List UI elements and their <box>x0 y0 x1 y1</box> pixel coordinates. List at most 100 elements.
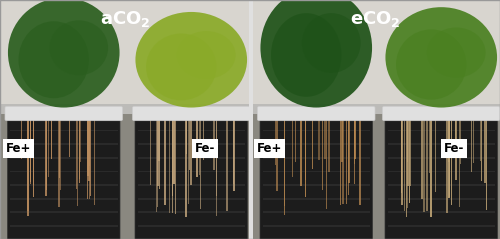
Ellipse shape <box>50 20 108 75</box>
Bar <box>10 157 118 159</box>
Bar <box>435 117 436 192</box>
Bar <box>328 117 330 172</box>
Bar <box>262 157 370 159</box>
Bar <box>262 130 370 131</box>
Bar <box>138 170 245 172</box>
Bar <box>388 130 495 131</box>
Bar <box>448 117 450 198</box>
Bar <box>354 117 355 164</box>
Bar <box>430 117 432 217</box>
Bar <box>88 117 90 181</box>
Bar <box>344 117 346 160</box>
Bar <box>484 117 486 183</box>
Bar <box>456 117 457 180</box>
Bar <box>360 117 361 205</box>
Bar <box>226 117 228 211</box>
Bar <box>305 117 306 180</box>
Bar <box>324 117 326 159</box>
Bar <box>446 117 448 213</box>
Bar <box>214 117 216 170</box>
Bar <box>45 117 46 196</box>
Bar <box>262 143 370 145</box>
Bar <box>138 198 245 200</box>
Bar <box>10 198 118 200</box>
Bar <box>249 0 253 239</box>
Bar <box>138 225 245 227</box>
Bar <box>200 117 201 209</box>
Bar <box>76 117 77 189</box>
Bar <box>426 117 428 211</box>
Bar <box>138 130 245 131</box>
Bar <box>138 212 245 213</box>
Bar <box>424 117 425 212</box>
Ellipse shape <box>427 27 486 78</box>
Bar <box>342 117 344 204</box>
Bar <box>473 117 474 163</box>
Bar <box>388 157 495 159</box>
Bar <box>318 117 320 159</box>
Bar <box>80 117 81 162</box>
Bar <box>186 117 188 154</box>
Bar <box>0 108 500 239</box>
Bar <box>10 130 118 131</box>
Bar <box>198 117 200 175</box>
Bar <box>459 117 460 207</box>
Bar <box>189 117 190 170</box>
Bar <box>262 170 370 172</box>
Bar <box>30 117 32 184</box>
Ellipse shape <box>271 13 342 97</box>
Bar <box>196 117 198 177</box>
Bar <box>199 117 200 195</box>
Bar <box>407 117 408 208</box>
Bar <box>89 117 90 199</box>
Bar <box>401 117 402 193</box>
Bar <box>388 143 495 145</box>
Bar <box>388 184 495 186</box>
Bar <box>348 117 350 183</box>
Bar <box>406 117 407 217</box>
Bar <box>78 117 80 179</box>
Bar <box>295 117 296 162</box>
Ellipse shape <box>136 12 247 108</box>
Bar <box>100 117 102 198</box>
Bar <box>262 225 370 227</box>
Bar <box>448 117 450 162</box>
Bar <box>408 117 409 185</box>
Bar <box>470 117 472 172</box>
Bar <box>58 117 59 207</box>
FancyBboxPatch shape <box>132 106 250 121</box>
Bar <box>87 117 88 199</box>
Bar <box>402 117 404 205</box>
Bar <box>150 117 151 185</box>
Bar <box>312 117 313 169</box>
Bar <box>89 117 90 166</box>
FancyBboxPatch shape <box>260 114 372 239</box>
Bar <box>87 117 89 176</box>
Ellipse shape <box>260 0 372 108</box>
Bar <box>0 104 500 114</box>
Bar <box>138 157 245 159</box>
FancyBboxPatch shape <box>258 106 375 121</box>
Bar <box>216 117 217 196</box>
Bar <box>322 117 324 190</box>
Bar <box>409 117 410 203</box>
Text: Fe+: Fe+ <box>256 142 282 155</box>
Bar <box>157 117 159 186</box>
Bar <box>30 117 32 182</box>
Ellipse shape <box>146 33 216 100</box>
Bar <box>10 184 118 186</box>
Bar <box>79 117 80 183</box>
Bar <box>138 184 245 186</box>
Bar <box>388 170 495 172</box>
Bar <box>60 117 61 190</box>
FancyBboxPatch shape <box>8 114 120 239</box>
Ellipse shape <box>396 29 466 100</box>
Bar <box>76 117 78 206</box>
Bar <box>326 117 327 209</box>
Bar <box>158 117 160 161</box>
Bar <box>10 225 118 227</box>
Bar <box>388 198 495 200</box>
Text: Fe+: Fe+ <box>6 142 32 155</box>
Bar <box>164 117 166 205</box>
Ellipse shape <box>8 0 119 108</box>
